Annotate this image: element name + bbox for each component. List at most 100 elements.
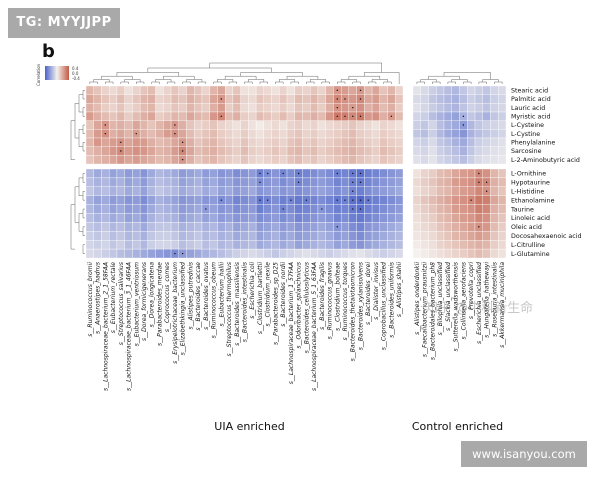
row-dendrogram bbox=[82, 90, 85, 100]
heatmap-cell bbox=[333, 240, 342, 250]
heatmap-cell bbox=[132, 213, 141, 223]
column-label: s__Escherichia_unclassified bbox=[476, 262, 483, 344]
heatmap-cell bbox=[310, 168, 319, 179]
heatmap-cell bbox=[443, 155, 452, 165]
heatmap-cell bbox=[85, 213, 94, 223]
heatmap-cell bbox=[147, 155, 156, 165]
heatmap-cell bbox=[248, 120, 257, 130]
row-label: Linoleic acid bbox=[511, 215, 550, 222]
heatmap-cell bbox=[248, 168, 257, 179]
heatmap-cell bbox=[467, 168, 476, 179]
significance-dot bbox=[282, 208, 284, 210]
heatmap-cell bbox=[459, 155, 468, 165]
heatmap-cell bbox=[451, 129, 460, 139]
column-dendrogram bbox=[348, 75, 381, 80]
heatmap-cell bbox=[364, 248, 373, 259]
heatmap-cell bbox=[317, 120, 326, 130]
heatmap-cell bbox=[340, 204, 350, 214]
heatmap-cell bbox=[451, 103, 460, 113]
heatmap-cell bbox=[186, 85, 195, 95]
heatmap-cell bbox=[132, 240, 141, 250]
heatmap-cell bbox=[194, 103, 203, 113]
heatmap-cell bbox=[85, 222, 94, 232]
heatmap-cell bbox=[124, 231, 133, 241]
heatmap-cell bbox=[85, 177, 94, 187]
heatmap-cell bbox=[209, 204, 218, 214]
heatmap-cell bbox=[395, 248, 404, 259]
significance-dot bbox=[352, 199, 354, 201]
heatmap-cell bbox=[163, 204, 172, 214]
heatmap-cell bbox=[348, 240, 357, 250]
heatmap-cell bbox=[286, 155, 295, 165]
heatmap-cell bbox=[412, 231, 421, 241]
heatmap-cell bbox=[155, 111, 164, 121]
significance-dot bbox=[344, 115, 346, 118]
heatmap-cell bbox=[263, 146, 272, 156]
heatmap-cell bbox=[124, 177, 133, 187]
heatmap-cell bbox=[93, 231, 102, 241]
significance-dot bbox=[266, 199, 269, 201]
row-dendrogram bbox=[78, 177, 83, 196]
heatmap-cell bbox=[340, 137, 350, 147]
heatmap-cell bbox=[93, 204, 102, 214]
heatmap-cell bbox=[101, 213, 110, 223]
column-dendrogram bbox=[213, 81, 222, 84]
heatmap-cell bbox=[412, 103, 421, 113]
heatmap-cell bbox=[482, 195, 491, 205]
heatmap-cell bbox=[186, 248, 195, 259]
heatmap-cell bbox=[387, 204, 396, 214]
heatmap-cell bbox=[348, 146, 357, 156]
heatmap-cell bbox=[436, 137, 445, 147]
heatmap-cell bbox=[155, 231, 164, 241]
heatmap-cell bbox=[155, 85, 164, 95]
heatmap-cell bbox=[224, 94, 234, 104]
heatmap-cell bbox=[459, 129, 468, 139]
heatmap-cell bbox=[364, 129, 373, 139]
column-label: s__Bacteroides_massiliensis bbox=[234, 262, 241, 346]
heatmap-cell bbox=[240, 177, 249, 187]
heatmap-cell bbox=[132, 137, 141, 147]
heatmap-cell bbox=[224, 146, 234, 156]
heatmap-cell bbox=[436, 213, 445, 223]
heatmap-cell bbox=[263, 103, 272, 113]
row-label: Oleic acid bbox=[511, 224, 542, 231]
significance-dot bbox=[259, 199, 261, 201]
heatmap-cell bbox=[302, 146, 311, 156]
heatmap-cell bbox=[271, 146, 280, 156]
heatmap-cell bbox=[302, 231, 311, 241]
heatmap-cell bbox=[379, 103, 388, 113]
heatmap-cell bbox=[325, 195, 334, 205]
heatmap-cell bbox=[379, 168, 388, 179]
heatmap-cell bbox=[147, 195, 156, 205]
heatmap-cell bbox=[498, 186, 507, 196]
heatmap-cell bbox=[317, 129, 326, 139]
column-label: s__Streptococcus_thermophilus bbox=[226, 262, 233, 356]
heatmap-cell bbox=[255, 248, 265, 259]
column-label: s__Bacteroides_xylanisolvens bbox=[357, 262, 364, 350]
significance-dot bbox=[485, 190, 488, 192]
heatmap-cell bbox=[201, 231, 210, 241]
heatmap-cell bbox=[170, 204, 179, 214]
heatmap-cell bbox=[286, 213, 295, 223]
column-label: s__Eubacterium_ventriosum bbox=[133, 262, 140, 346]
column-dendrogram bbox=[244, 81, 253, 84]
heatmap-cell bbox=[474, 94, 483, 104]
heatmap-cell bbox=[317, 137, 326, 147]
heatmap-cell bbox=[459, 168, 468, 179]
heatmap-cell bbox=[482, 120, 491, 130]
significance-dot bbox=[336, 106, 338, 109]
heatmap-cell bbox=[124, 222, 133, 232]
column-label: s__Clostridium_bolteae bbox=[334, 262, 341, 331]
heatmap-cell bbox=[498, 155, 507, 165]
heatmap-cell bbox=[170, 213, 179, 223]
heatmap-cell bbox=[356, 137, 365, 147]
heatmap-cell bbox=[317, 186, 326, 196]
heatmap-cell bbox=[163, 248, 172, 259]
row-label: Myristic acid bbox=[511, 114, 551, 121]
heatmap-cell bbox=[139, 146, 149, 156]
column-label: s__Lachnospiraceae_bacterium_2_1_58FAA bbox=[102, 262, 109, 391]
heatmap-cell bbox=[232, 155, 241, 165]
heatmap-cell bbox=[116, 103, 125, 113]
column-label: s__Ruminococcus_obeum bbox=[211, 262, 218, 339]
heatmap-cell bbox=[132, 195, 141, 205]
